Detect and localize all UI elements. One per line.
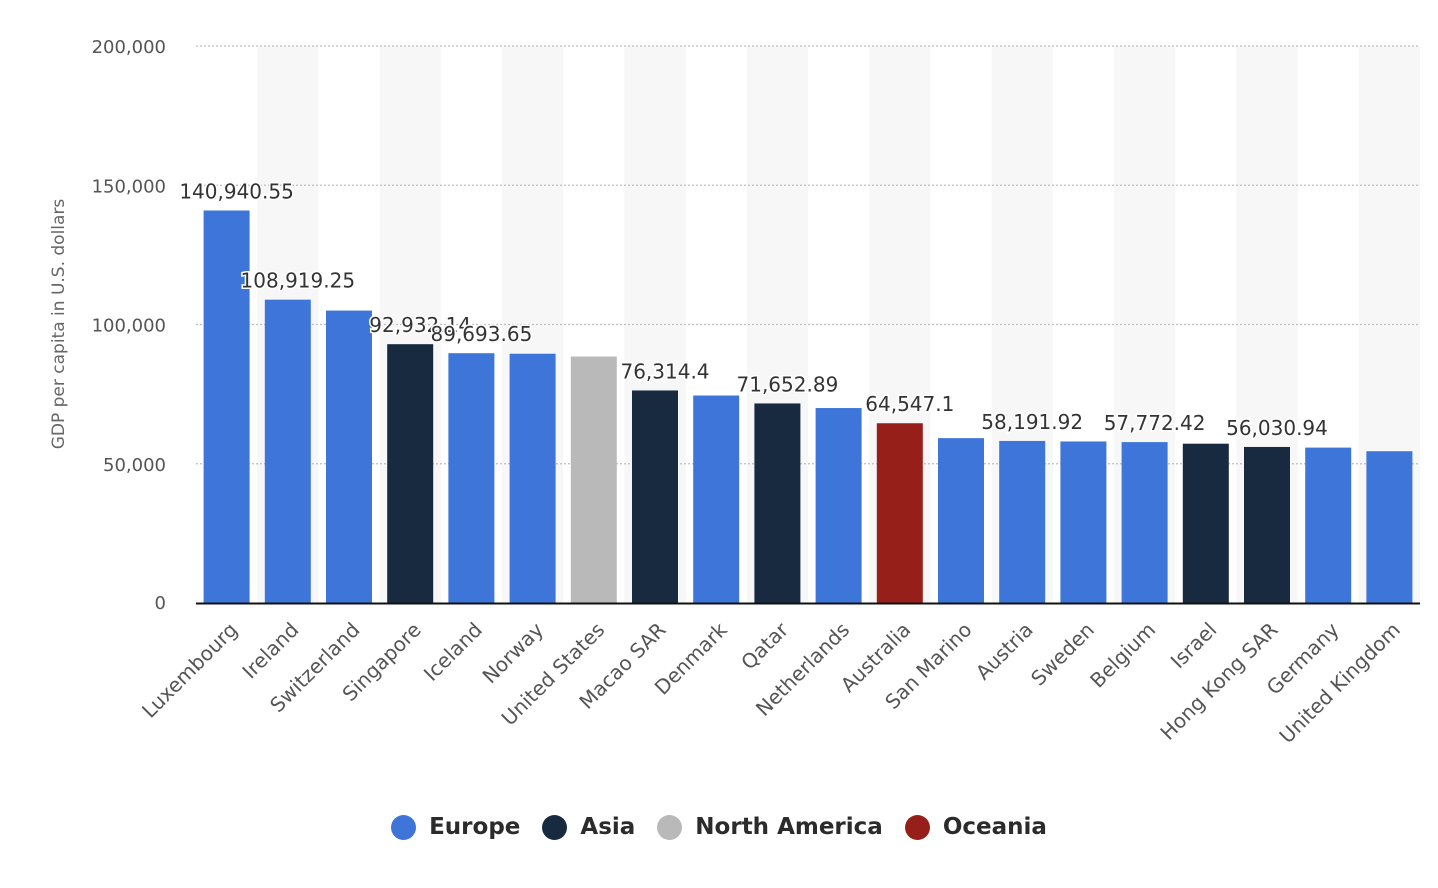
data-label: 71,652.89 <box>737 372 839 396</box>
x-tick-label: Belgium <box>1085 618 1160 693</box>
bars <box>203 210 1413 603</box>
legend: Europe Asia North America Oceania <box>0 814 1438 840</box>
data-label: 58,191.92 <box>981 410 1083 434</box>
bar-united-kingdom[interactable] <box>1366 451 1413 603</box>
x-axis-labels: LuxembourgIrelandSwitzerlandSingaporeIce… <box>137 617 1405 748</box>
bar-norway[interactable] <box>509 353 556 603</box>
bar-denmark[interactable] <box>693 395 740 603</box>
bar-israel[interactable] <box>1182 443 1229 603</box>
bar-macao-sar[interactable] <box>632 390 678 603</box>
data-label: 76,314.4 <box>620 359 709 383</box>
legend-label-oceania: Oceania <box>942 814 1047 840</box>
y-tick-label: 50,000 <box>103 455 166 476</box>
bar-sweden[interactable] <box>1060 441 1107 603</box>
bar-singapore[interactable] <box>387 344 434 603</box>
bar-ireland[interactable] <box>264 299 311 603</box>
y-tick-label: 150,000 <box>92 176 166 197</box>
y-tick-label: 100,000 <box>92 316 166 337</box>
legend-marker-north-america <box>657 814 683 840</box>
legend-marker-europe <box>391 814 417 840</box>
bar-switzerland[interactable] <box>326 310 372 603</box>
data-label: 57,772.42 <box>1104 411 1206 435</box>
y-tick-label: 0 <box>155 593 166 614</box>
legend-item-oceania[interactable]: Oceania <box>904 814 1047 840</box>
x-tick-label: Luxembourg <box>137 618 242 723</box>
bar-qatar[interactable] <box>754 403 801 603</box>
legend-label-europe: Europe <box>429 814 521 840</box>
legend-label-north-america: North America <box>695 814 883 840</box>
bar-hong-kong-sar[interactable] <box>1244 446 1290 603</box>
y-axis-ticks: 0 50,000 100,000 150,000 200,000 <box>92 37 166 614</box>
legend-item-north-america[interactable]: North America <box>657 814 883 840</box>
data-label: 92,932.14 <box>369 313 471 337</box>
bar-belgium[interactable] <box>1121 442 1168 603</box>
data-label: 56,030.94 <box>1226 416 1328 440</box>
legend-marker-oceania <box>904 814 930 840</box>
data-label: 89,693.65 <box>431 322 533 346</box>
y-axis-label: GDP per capita in U.S. dollars <box>49 199 69 450</box>
bar-australia[interactable] <box>876 423 923 603</box>
bar-united-states[interactable] <box>570 356 617 603</box>
legend-label-asia: Asia <box>580 814 636 840</box>
y-tick-label: 200,000 <box>92 37 166 58</box>
legend-marker-asia <box>542 814 568 840</box>
bar-germany[interactable] <box>1305 447 1352 603</box>
bar-iceland[interactable] <box>448 353 495 603</box>
data-label: 140,940.55 <box>179 179 294 203</box>
bar-san-marino[interactable] <box>938 438 984 603</box>
x-tick-label: Qatar <box>736 617 793 674</box>
x-tick-label: Israel <box>1166 618 1222 674</box>
legend-item-asia[interactable]: Asia <box>542 814 635 840</box>
x-tick-label: Iceland <box>419 618 487 686</box>
bar-netherlands[interactable] <box>815 408 862 603</box>
bar-luxembourg[interactable] <box>203 210 250 603</box>
bar-austria[interactable] <box>999 440 1046 603</box>
data-label: 108,919.25 <box>241 269 356 293</box>
legend-item-europe[interactable]: Europe <box>391 814 520 840</box>
data-label: 64,547.1 <box>865 392 954 416</box>
